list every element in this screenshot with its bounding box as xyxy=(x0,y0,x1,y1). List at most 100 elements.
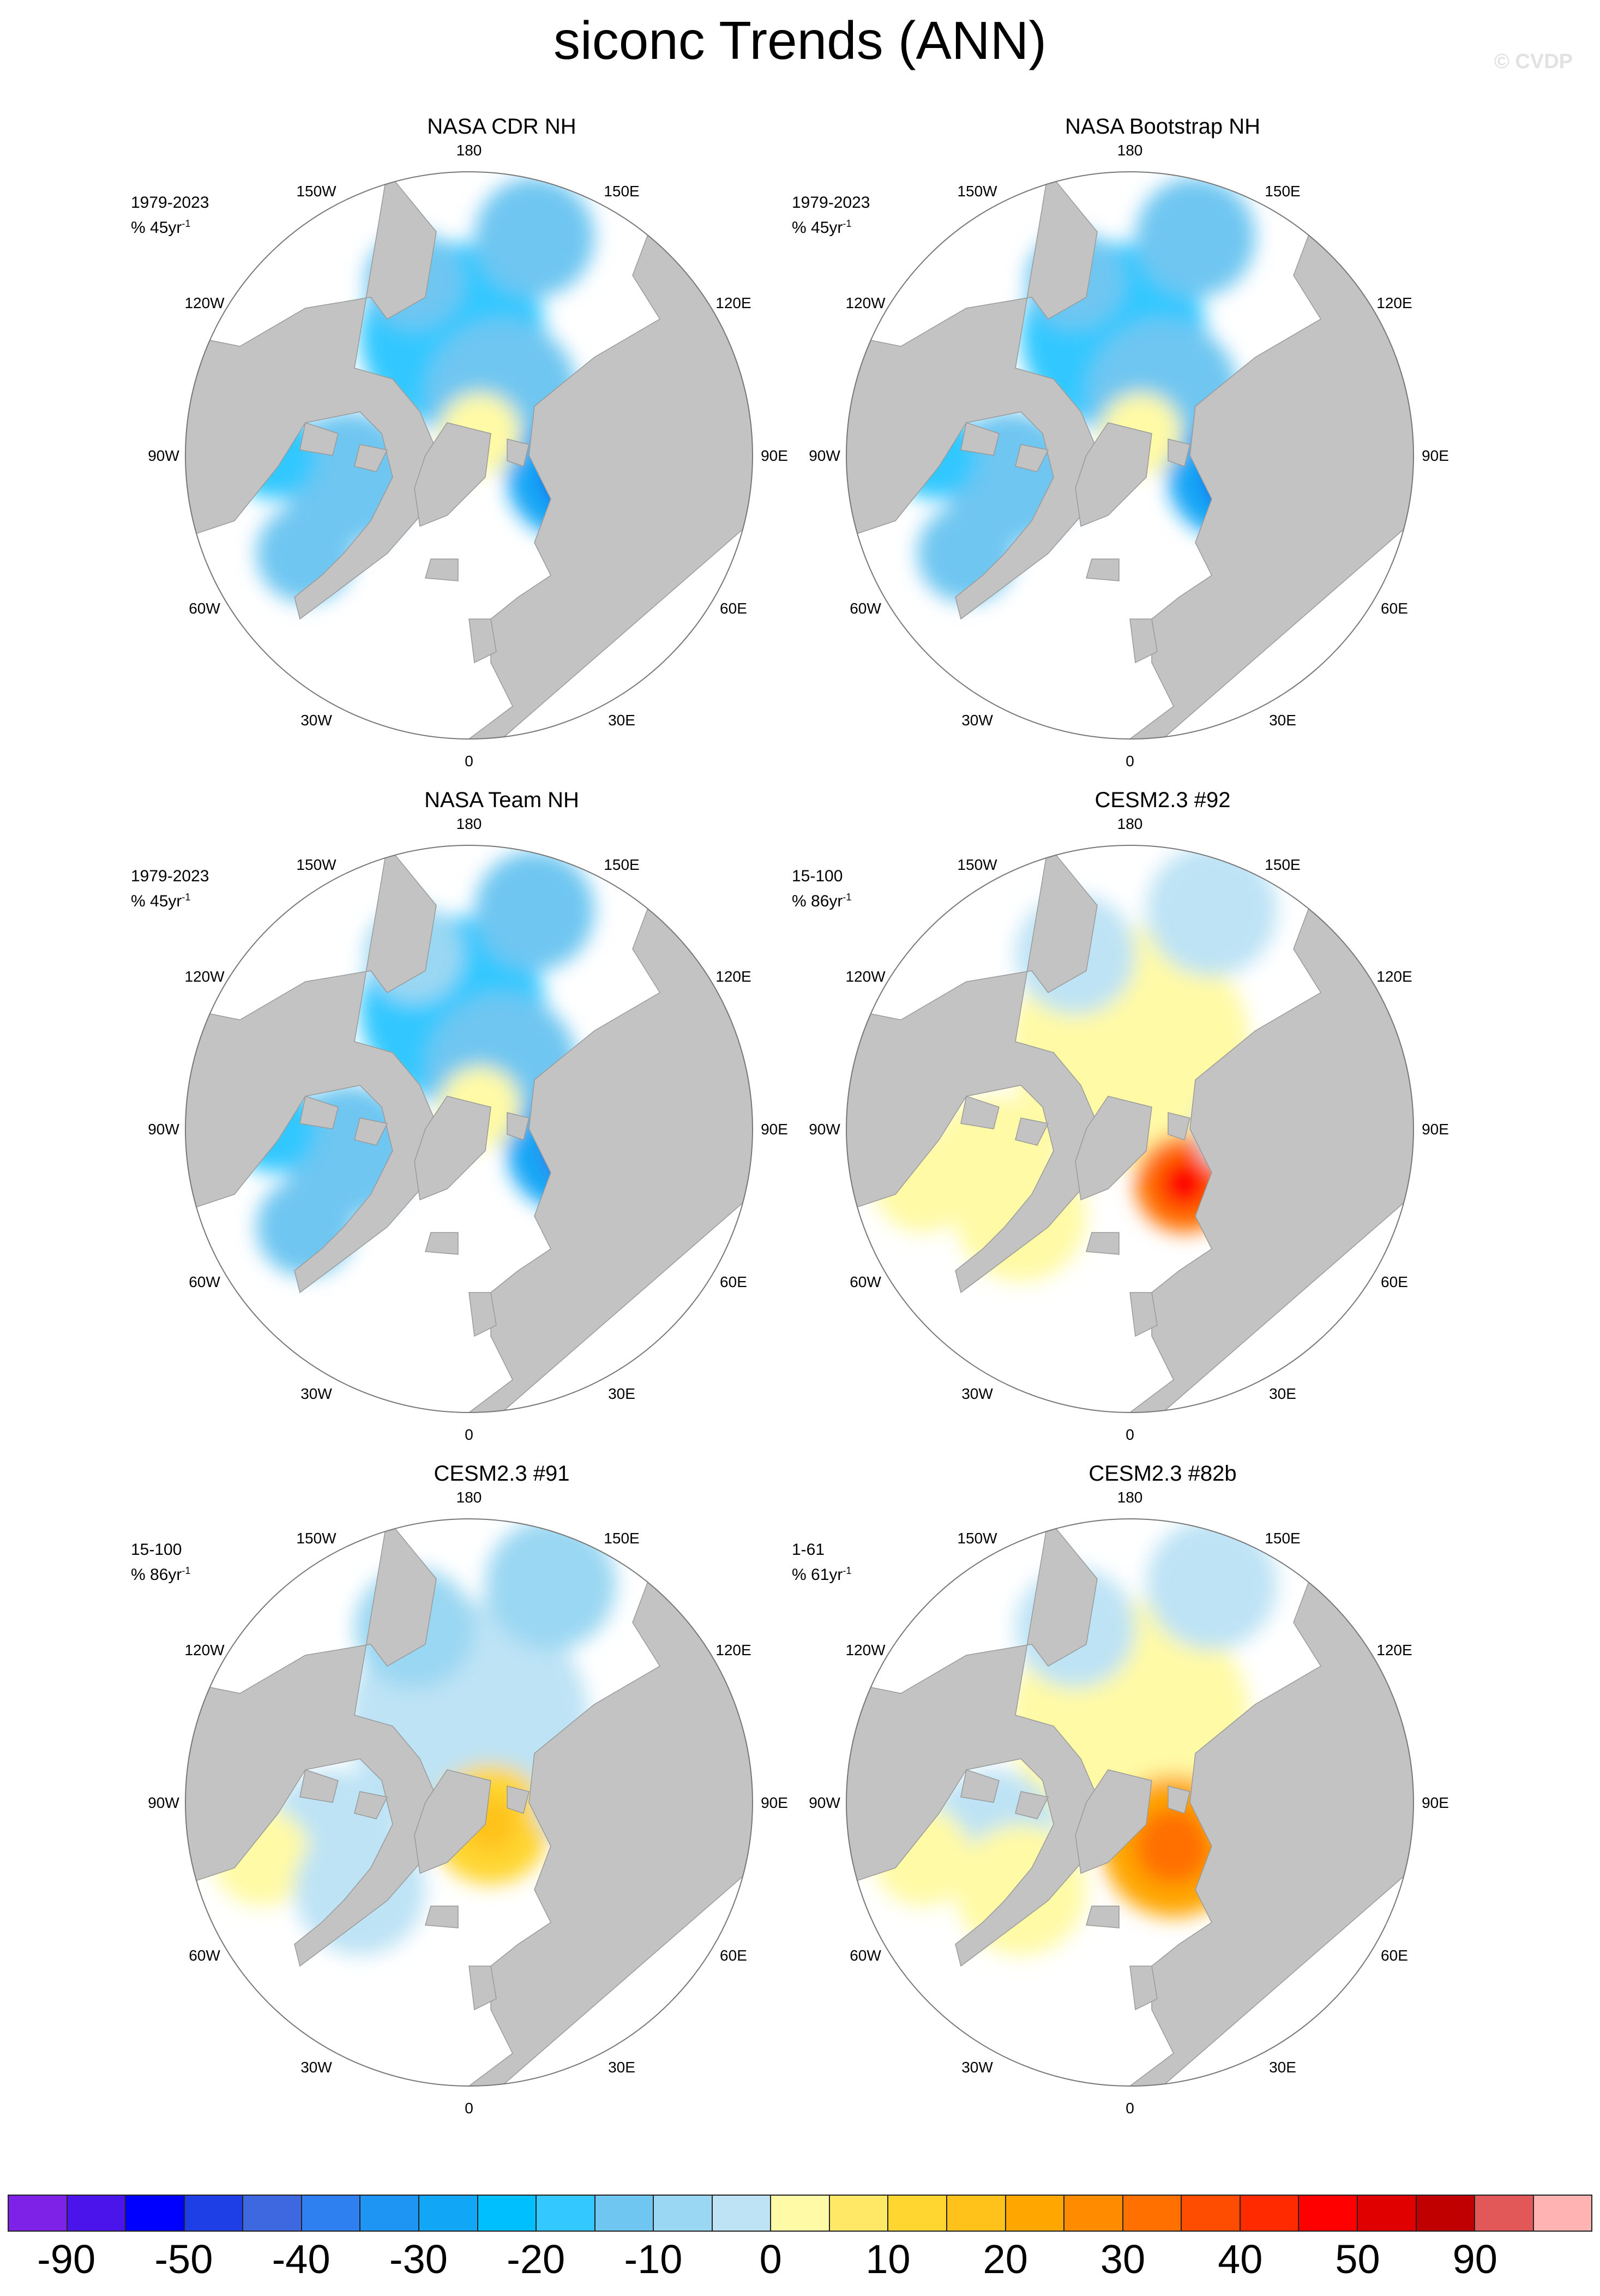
land-mass xyxy=(414,1769,491,1874)
longitude-label: 30W xyxy=(300,712,332,729)
land-mass xyxy=(299,1769,339,1803)
trend-patch xyxy=(1160,1159,1209,1208)
longitude-label: 120E xyxy=(1376,1642,1412,1658)
figure-title: siconc Trends (ANN) xyxy=(553,10,1046,70)
colorbar-swatch xyxy=(947,2196,1006,2231)
longitude-label: 150W xyxy=(957,183,997,200)
colorbar-swatch xyxy=(1240,2196,1300,2231)
watermark: © CVDP xyxy=(1494,50,1573,73)
panel-unit: % 45yr-1 xyxy=(131,218,191,237)
longitude-label: 90W xyxy=(148,447,179,464)
panel-period-range: 15-100 xyxy=(792,867,843,885)
map-panel: NASA CDR NH 1979-2023 % 45yr-1 180 150E 120E 9… xyxy=(131,115,873,791)
longitude-label: 30E xyxy=(1269,2059,1296,2076)
longitude-label: 180 xyxy=(456,815,482,832)
trend-patch xyxy=(474,177,594,297)
longitude-label: 30E xyxy=(1269,1385,1296,1402)
map-boundary xyxy=(846,171,1414,740)
longitude-label: 90E xyxy=(761,1794,788,1811)
longitude-label: 60W xyxy=(189,1947,220,1964)
land-mass xyxy=(507,1786,530,1814)
map-boundary xyxy=(185,845,753,1413)
land-mass xyxy=(1129,618,1158,664)
map-panel: NASA Bootstrap NH 1979-2023 % 45yr-1 180 150… xyxy=(792,115,1533,791)
panel-period: 1979-2023 % 45yr-1 xyxy=(131,193,209,238)
colorbar-swatch xyxy=(537,2196,596,2231)
colorbar-swatch xyxy=(1182,2196,1241,2231)
colorbar-swatch xyxy=(829,2196,889,2231)
colorbar-tick-label: -90 xyxy=(37,2237,96,2282)
colorbar-swatch xyxy=(9,2196,68,2231)
panel-title: CESM2.3 #92 xyxy=(1094,788,1231,812)
longitude-label: 150W xyxy=(296,1530,336,1547)
colorbar-tick-label: -20 xyxy=(507,2237,566,2282)
trend-patch xyxy=(1146,845,1277,976)
polar-map: 180 150E 120E 90E 60E 30E 0 30W 60W 90W 120W 150W xyxy=(809,1489,1449,2117)
colorbar-swatch xyxy=(888,2196,947,2231)
longitude-label: 120W xyxy=(184,294,225,311)
longitude-label: 180 xyxy=(1117,815,1143,832)
map-boundary xyxy=(185,171,753,740)
longitude-label: 150E xyxy=(604,1530,639,1547)
panel-unit: % 86yr-1 xyxy=(131,1565,191,1584)
longitude-label: 120E xyxy=(1376,968,1412,985)
panel-title: CESM2.3 #82b xyxy=(1088,1462,1237,1486)
land-mass xyxy=(467,172,753,739)
land-mass xyxy=(1086,1232,1120,1255)
longitude-label: 60E xyxy=(720,1273,747,1290)
land-mass xyxy=(1086,1906,1120,1928)
longitude-label: 60E xyxy=(1381,600,1408,617)
panel-unit: % 45yr-1 xyxy=(131,892,191,910)
panel-period-range: 1979-2023 xyxy=(131,867,209,885)
colorbar-tick-label: 0 xyxy=(759,2237,782,2282)
longitude-label: 60E xyxy=(1381,1947,1408,1964)
colorbar-swatch xyxy=(771,2196,830,2231)
panel-period: 1-61 % 61yr-1 xyxy=(792,1540,851,1585)
land-mass xyxy=(1168,1112,1190,1140)
land-mass xyxy=(299,422,339,456)
land-mass xyxy=(1129,1966,1158,2011)
longitude-label: 30W xyxy=(300,1385,332,1402)
longitude-label: 150W xyxy=(957,856,997,873)
colorbar-tick-label: 30 xyxy=(1100,2237,1146,2282)
longitude-label: 90W xyxy=(809,447,840,464)
land-mass xyxy=(1015,1117,1049,1146)
colorbar-swatch xyxy=(243,2196,302,2231)
longitude-label: 60E xyxy=(720,600,747,617)
longitude-label: 30W xyxy=(961,1385,993,1402)
land-mass xyxy=(425,1232,459,1255)
longitude-label: 120W xyxy=(845,968,886,985)
longitude-label: 60W xyxy=(189,600,220,617)
panel-title: NASA Bootstrap NH xyxy=(1065,115,1260,139)
land-mass xyxy=(960,422,1000,456)
longitude-label: 120E xyxy=(715,968,751,985)
panel-title: NASA Team NH xyxy=(424,788,579,812)
polar-map: 180 150E 120E 90E 60E 30E 0 30W 60W 90W 120W 150W xyxy=(809,815,1449,1443)
colorbar-swatch xyxy=(67,2196,127,2231)
colorbar-swatch xyxy=(1064,2196,1123,2231)
land-mass xyxy=(414,1096,491,1201)
panel-period-range: 15-100 xyxy=(131,1541,182,1559)
panel-period-range: 1979-2023 xyxy=(792,194,870,212)
longitude-label: 60W xyxy=(850,1947,881,1964)
panel-period: 1979-2023 % 45yr-1 xyxy=(131,866,209,912)
longitude-label: 150E xyxy=(604,856,639,873)
land-mass xyxy=(425,1906,459,1928)
land-mass xyxy=(1128,172,1413,739)
longitude-label: 120W xyxy=(184,1642,225,1658)
panel-period: 15-100 % 86yr-1 xyxy=(131,1540,190,1585)
land-mass xyxy=(299,1096,339,1129)
longitude-label: 120W xyxy=(845,1642,886,1658)
land-mass xyxy=(1128,1519,1413,2086)
land-mass xyxy=(425,558,459,581)
colorbar-tick-label: 20 xyxy=(983,2237,1028,2282)
longitude-label: 120W xyxy=(845,294,886,311)
land-mass xyxy=(1075,422,1152,527)
longitude-label: 60E xyxy=(720,1947,747,1964)
colorbar-tick-label: -50 xyxy=(154,2237,213,2282)
panel-period: 1979-2023 % 45yr-1 xyxy=(792,193,870,238)
map-panel: CESM2.3 #82b 1-61 % 61yr-1 180 150E 120E 90E 60… xyxy=(792,1462,1533,2138)
colorbar-tick-label: 50 xyxy=(1335,2237,1380,2282)
panel-unit: % 61yr-1 xyxy=(792,1565,852,1584)
colorbar-swatch xyxy=(360,2196,419,2231)
